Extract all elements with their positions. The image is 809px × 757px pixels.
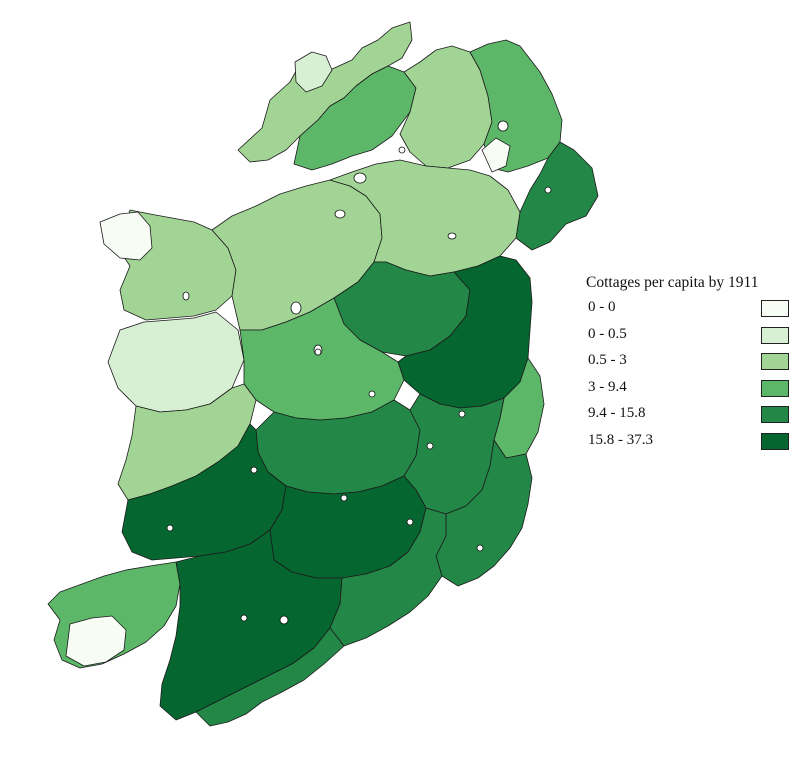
- lake: [340, 494, 348, 502]
- legend-row: 0 - 0.5: [586, 325, 796, 352]
- legend-rows: 0 - 0 0 - 0.5 0.5 - 3 3 - 9.4 9.4 - 15.8 15.8…: [586, 298, 796, 457]
- lake: [426, 442, 434, 450]
- legend-swatch: [761, 406, 789, 423]
- region-wexford-southeast: [435, 439, 533, 587]
- lake: [290, 301, 302, 315]
- region-shannon-basin: [239, 297, 405, 421]
- legend-swatch: [761, 353, 789, 370]
- region-kerry-tip: [65, 615, 127, 667]
- legend-label: 3 - 9.4: [588, 378, 627, 395]
- legend-label: 0 - 0: [588, 299, 616, 315]
- region-east-ulster-coast: [515, 141, 599, 251]
- lake: [240, 614, 248, 622]
- lake: [314, 348, 322, 356]
- lake: [458, 410, 466, 418]
- lake: [279, 615, 289, 625]
- legend-label: 9.4 - 15.8: [588, 405, 646, 421]
- lake: [398, 146, 406, 154]
- region-belfast-area: [481, 137, 511, 173]
- legend-row: 3 - 9.4: [586, 378, 796, 405]
- region-south-coast: [195, 627, 345, 727]
- district-regions: [47, 21, 599, 727]
- legend-swatch: [761, 300, 789, 317]
- legend-row: 0.5 - 3: [586, 351, 796, 378]
- legend-swatch: [761, 379, 789, 397]
- lake: [406, 518, 414, 526]
- lake: [166, 524, 174, 532]
- legend-swatch: [761, 326, 789, 344]
- lake: [368, 390, 376, 398]
- legend-row: 15.8 - 37.3: [586, 431, 796, 458]
- lake: [182, 291, 190, 301]
- legend-row: 9.4 - 15.8: [586, 404, 796, 431]
- lake: [447, 232, 457, 240]
- lake: [476, 544, 484, 552]
- legend-label: 0.5 - 3: [588, 352, 627, 368]
- map-legend: Cottages per capita by 1911 0 - 0 0 - 0.5…: [586, 274, 796, 457]
- region-donegal-tip: [294, 51, 333, 93]
- lakes: [166, 120, 552, 625]
- lake: [353, 172, 367, 184]
- legend-title: Cottages per capita by 1911: [586, 274, 759, 291]
- legend-row: 0 - 0: [586, 298, 796, 325]
- lake: [497, 120, 509, 132]
- lake: [250, 466, 258, 474]
- region-mayo-coast: [99, 211, 153, 261]
- lake: [544, 186, 552, 194]
- legend-label: 15.8 - 37.3: [588, 431, 653, 448]
- lake: [334, 209, 346, 219]
- legend-label: 0 - 0.5: [588, 325, 627, 342]
- legend-swatch: [761, 432, 789, 450]
